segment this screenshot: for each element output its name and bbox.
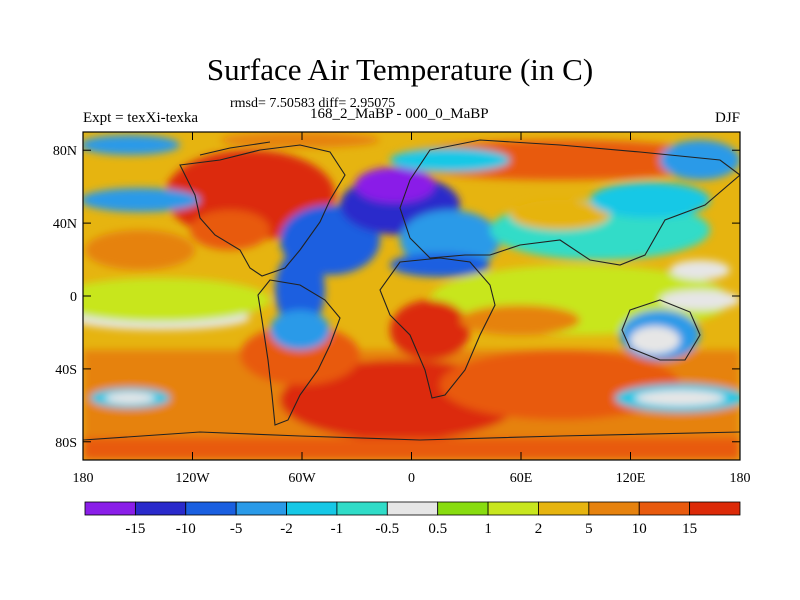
- colorbar-swatch: [286, 501, 338, 516]
- longitude-tick-label: 60E: [510, 471, 533, 486]
- colorbar-swatch: [538, 501, 590, 516]
- latitude-ticks: 80N 40N 0 40S 80S: [53, 144, 740, 451]
- colorbar-swatch: [689, 501, 741, 516]
- colorbar-label: -5: [230, 521, 243, 537]
- colorbar-label: 0.5: [428, 521, 447, 537]
- colorbar: -15 -10 -5 -2 -1 -0.5 0.5 1 2 5 10 15: [84, 501, 741, 537]
- colorbar-swatch: [235, 501, 287, 516]
- latitude-tick-label: 0: [70, 290, 77, 305]
- colorbar-label: -15: [125, 521, 145, 537]
- colorbar-label: -0.5: [375, 521, 399, 537]
- colorbar-swatch: [336, 501, 388, 516]
- longitude-ticks: 180 120W 60W 0 60E 120E 180: [73, 132, 751, 486]
- colorbar-swatch: [638, 501, 691, 516]
- colorbar-swatch: [386, 501, 439, 516]
- colorbar-swatch: [437, 501, 489, 516]
- continent-outlines: [83, 139, 740, 441]
- colorbar-swatch: [185, 501, 237, 516]
- latitude-tick-label: 40N: [53, 217, 77, 232]
- latitude-tick-label: 80N: [53, 144, 77, 159]
- longitude-tick-label: 180: [730, 471, 751, 486]
- colorbar-swatch: [84, 501, 136, 516]
- map-title: Surface Air Temperature (in C): [206, 52, 594, 87]
- longitude-tick-label: 180: [73, 471, 94, 486]
- map-subtitle: 168_2_MaBP - 000_0_MaBP: [310, 106, 489, 122]
- longitude-tick-label: 0: [408, 471, 415, 486]
- colorbar-label: 1: [484, 521, 492, 537]
- colorbar-label: 15: [682, 521, 697, 537]
- temperature-field: [83, 132, 740, 460]
- longitude-tick-label: 120W: [175, 471, 210, 486]
- colorbar-label: 5: [585, 521, 593, 537]
- season-label: DJF: [714, 110, 740, 126]
- colorbar-label: 2: [535, 521, 543, 537]
- longitude-tick-label: 120E: [616, 471, 646, 486]
- experiment-label: Expt = texXi-texka: [83, 110, 199, 126]
- temperature-map: [83, 132, 740, 460]
- colorbar-label: 10: [632, 521, 647, 537]
- latitude-tick-label: 80S: [55, 436, 77, 451]
- colorbar-swatch: [487, 501, 539, 516]
- colorbar-label: -2: [280, 521, 293, 537]
- statistics-text: rmsd= 7.50583 diff= 2.95075: [230, 96, 396, 111]
- colorbar-swatch: [588, 501, 640, 516]
- latitude-tick-label: 40S: [55, 363, 77, 378]
- colorbar-label: -10: [176, 521, 196, 537]
- colorbar-label: -1: [331, 521, 344, 537]
- longitude-tick-label: 60W: [288, 471, 316, 486]
- colorbar-swatch: [134, 501, 187, 516]
